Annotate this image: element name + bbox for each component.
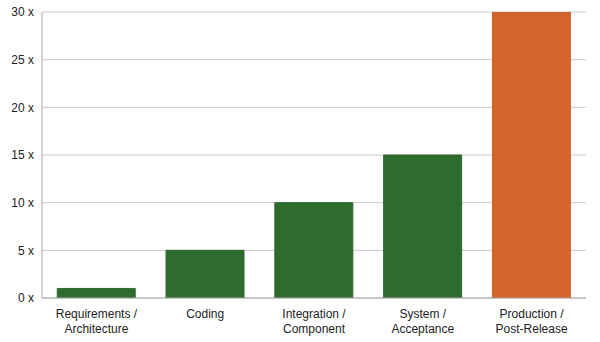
svg-text:Requirements /Architecture: Requirements /Architecture — [56, 307, 138, 336]
svg-text:30 x: 30 x — [11, 5, 34, 19]
svg-text:20 x: 20 x — [11, 101, 34, 115]
svg-text:5 x: 5 x — [18, 244, 34, 258]
svg-text:Integration /Component: Integration /Component — [282, 307, 346, 336]
svg-text:Production /Post-Release: Production /Post-Release — [496, 307, 568, 336]
svg-text:15 x: 15 x — [11, 148, 34, 162]
svg-text:Coding: Coding — [186, 307, 224, 321]
svg-text:0 x: 0 x — [18, 291, 34, 305]
svg-text:25 x: 25 x — [11, 53, 34, 67]
svg-text:System /Acceptance: System /Acceptance — [391, 307, 454, 336]
svg-text:10 x: 10 x — [11, 196, 34, 210]
